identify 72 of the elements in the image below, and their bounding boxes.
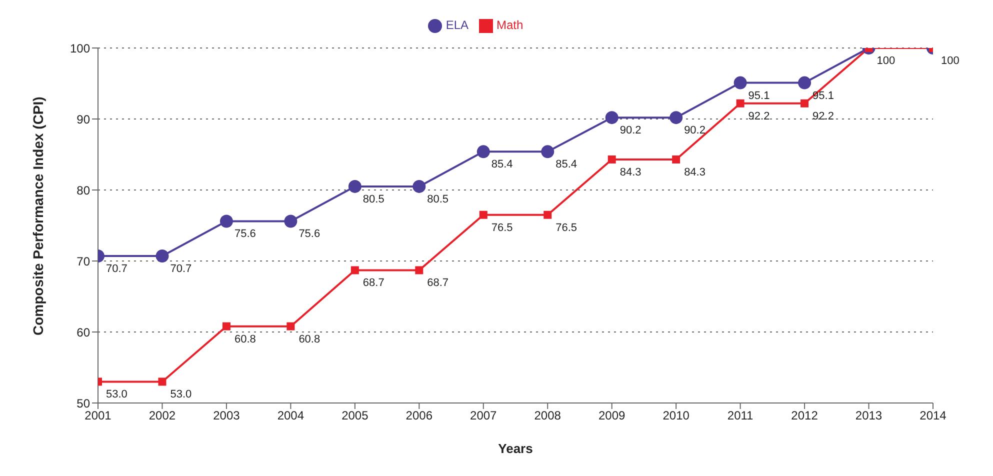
x-tick-label: 2001: [84, 408, 112, 423]
y-tick-label: 50: [76, 396, 90, 410]
data-label: 92.2: [812, 110, 834, 122]
x-tick-label: 2011: [727, 408, 754, 423]
point: [350, 266, 359, 274]
x-axis-title: Years: [498, 441, 533, 456]
legend-label: ELA: [446, 18, 468, 32]
data-label: 68.7: [362, 277, 384, 290]
point: [541, 145, 554, 158]
data-label: 75.6: [234, 228, 256, 240]
data-label: 85.4: [491, 158, 513, 171]
y-tick-label: 80: [76, 183, 90, 198]
data-label: 90.2: [684, 124, 706, 137]
point: [800, 99, 809, 108]
data-label: 53.0: [106, 388, 128, 401]
data-label: 80.5: [362, 193, 384, 206]
data-label: 84.3: [620, 166, 642, 178]
y-tick-label: 90: [76, 112, 90, 126]
data-label: 60.8: [298, 333, 320, 346]
point: [156, 250, 169, 263]
point: [605, 111, 618, 124]
point: [348, 180, 362, 193]
data-label: 95.1: [748, 90, 770, 102]
point: [476, 145, 490, 158]
point: [222, 322, 230, 330]
data-label: 95.1: [812, 90, 834, 102]
data-label: 100: [876, 55, 896, 67]
point: [286, 322, 295, 330]
point: [798, 76, 812, 90]
x-tick-label: 2013: [855, 408, 882, 423]
point: [736, 99, 744, 108]
point: [284, 214, 298, 228]
x-tick-label: 2005: [342, 408, 369, 423]
data-label: 80.5: [427, 193, 449, 206]
data-label: 76.5: [491, 222, 513, 234]
x-tick-label: 2004: [277, 408, 304, 423]
x-tick-label: 2002: [148, 408, 176, 423]
data-label: 76.5: [556, 222, 578, 234]
x-tick-label: 2010: [662, 408, 690, 423]
data-label: 84.3: [684, 166, 706, 178]
x-tick-label: 2012: [791, 408, 818, 423]
y-axis-title: Composite Performance Index (CPI): [30, 96, 46, 336]
y-tick-label: 60: [76, 325, 90, 340]
x-tick-label: 2009: [598, 408, 626, 423]
point: [479, 210, 488, 219]
x-tick-label: 2003: [213, 408, 240, 423]
point: [608, 155, 616, 164]
data-label: 53.0: [170, 388, 192, 401]
data-label: 60.8: [234, 333, 256, 346]
y-tick-label: 100: [70, 41, 90, 56]
x-tick-label: 2014: [920, 408, 947, 423]
data-label: 100: [941, 55, 960, 67]
data-label: 70.7: [170, 263, 192, 276]
data-label: 90.2: [620, 124, 642, 137]
point: [734, 76, 747, 90]
point: [544, 210, 552, 219]
point: [415, 266, 424, 274]
point: [220, 214, 233, 228]
x-tick-label: 2007: [470, 408, 498, 423]
data-label: 85.4: [556, 158, 578, 171]
point: [670, 111, 683, 124]
point: [412, 180, 426, 193]
point: [158, 378, 166, 386]
data-label: 70.7: [106, 263, 128, 276]
x-tick-label: 2008: [534, 408, 562, 423]
data-label: 75.6: [298, 228, 320, 240]
y-tick-label: 70: [76, 254, 90, 268]
point: [672, 155, 680, 164]
data-label: 92.2: [748, 110, 770, 122]
legend-label: Math: [496, 18, 524, 32]
x-tick-label: 2006: [406, 408, 433, 423]
data-label: 68.7: [427, 277, 449, 290]
